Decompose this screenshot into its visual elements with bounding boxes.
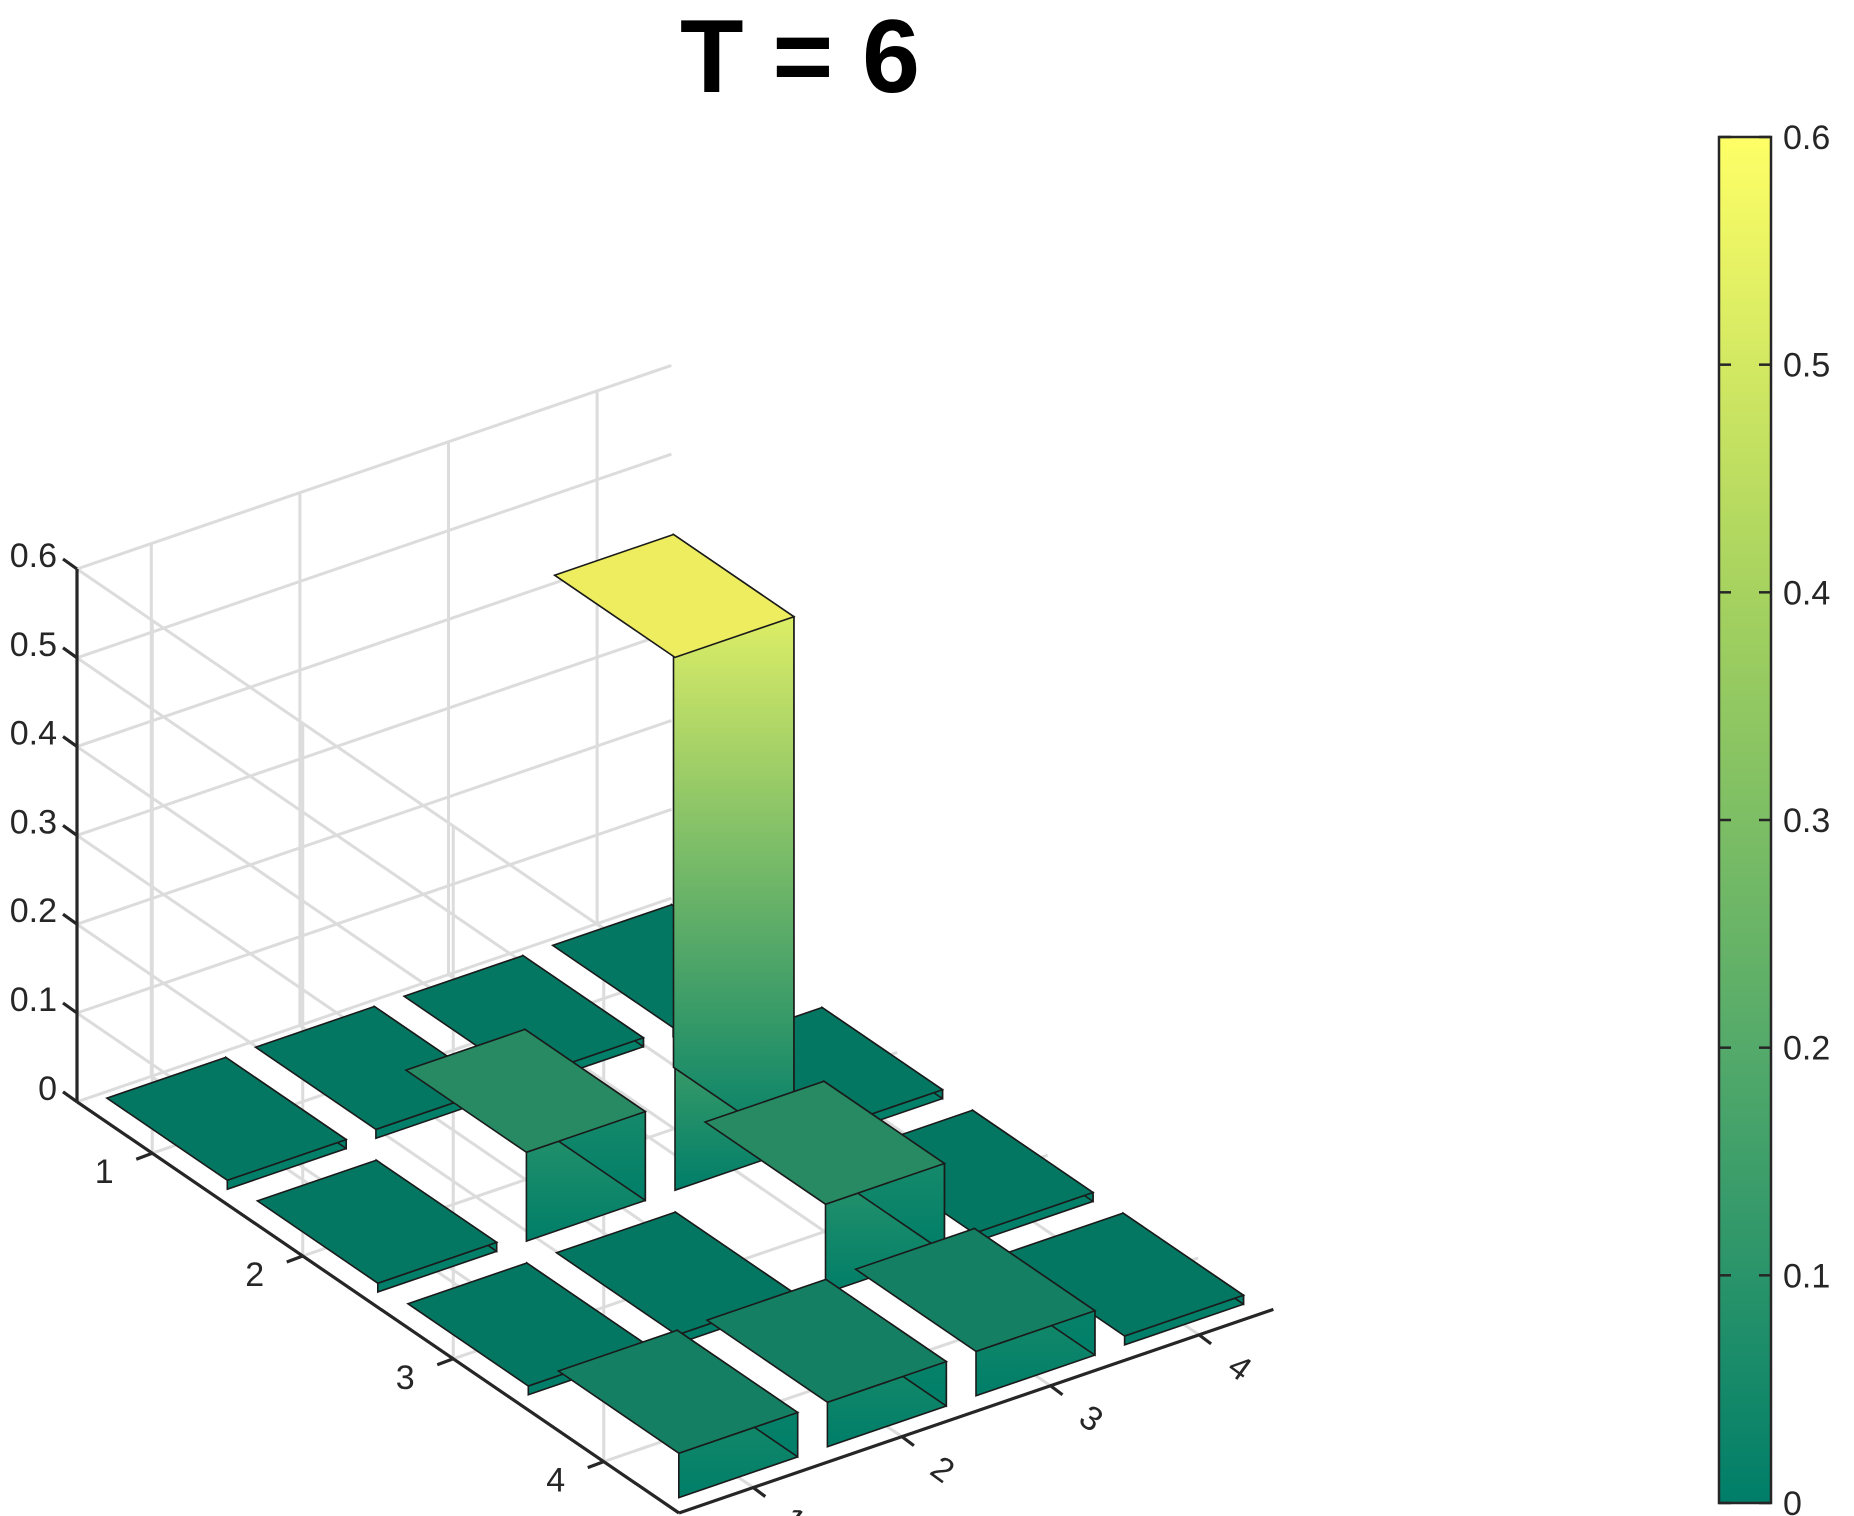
y-tick [286, 1254, 304, 1264]
y-tick [135, 1151, 153, 1161]
colorbar: 0 0.1 0.2 0.3 0.4 0.5 0.6 [1717, 119, 1830, 1516]
grid-line [76, 896, 672, 1104]
z-tick-label: 0.5 [10, 626, 57, 664]
y-tick [587, 1460, 605, 1470]
x-tick-label: 1 [775, 1500, 813, 1516]
bar-face-top [703, 1080, 947, 1206]
z-tick-label: 0.3 [10, 803, 57, 841]
tick-labels: 0 0.1 0.2 0.3 0.4 0.5 0.6 1 2 3 4 1 2 3 4 [10, 537, 1259, 1516]
z-tick-label: 0 [38, 1070, 57, 1108]
colorbar-tick-label: 0.3 [1783, 802, 1830, 840]
bar-face-top [105, 1056, 348, 1182]
x-tick [1198, 1333, 1213, 1346]
bar-face-top [853, 1227, 1097, 1353]
x-axis-line [678, 1307, 1274, 1515]
z-tick-label: 0.4 [10, 715, 57, 753]
bar-4-1 [556, 1328, 800, 1499]
colorbar-tick-label: 0.2 [1783, 1030, 1830, 1068]
bar-face-top [404, 1028, 648, 1154]
bar-face-top [556, 1329, 800, 1455]
grid-line [76, 719, 672, 926]
y-axis-line [76, 1100, 680, 1515]
grid-line [76, 567, 680, 982]
grid-line [76, 630, 672, 837]
bar-2-3 [552, 532, 796, 1192]
colorbar-tick-label: 0.1 [1783, 1257, 1830, 1295]
colorbar-tick-label: 0 [1783, 1485, 1802, 1516]
bar-3-4 [851, 1108, 1095, 1244]
x-tick [1049, 1384, 1064, 1397]
colorbar-tick-label: 0.6 [1783, 119, 1830, 157]
y-tick-label: 4 [546, 1462, 565, 1500]
colorbar-tick-label: 0.5 [1783, 347, 1830, 385]
y-tick [436, 1357, 454, 1367]
bar-2-2 [404, 1027, 648, 1243]
bar-4-2 [705, 1277, 949, 1448]
x-tick-label: 2 [924, 1449, 962, 1491]
z-tick [62, 735, 78, 748]
z-tick [62, 824, 78, 837]
colorbar-tick-label: 0.4 [1783, 574, 1830, 612]
grid-line [76, 452, 672, 660]
z-tick-label: 0.1 [10, 981, 57, 1019]
z-tick [62, 1001, 78, 1015]
bar-face-top [255, 1159, 499, 1285]
z-tick [62, 557, 78, 571]
x-tick-label: 4 [1221, 1347, 1259, 1389]
y-tick-label: 3 [396, 1359, 415, 1397]
z-tick [62, 646, 78, 660]
chart-title: T = 6 [680, 0, 920, 115]
bar-face-top [552, 533, 796, 659]
bar-1-1 [105, 1055, 348, 1191]
bar-4-3 [853, 1226, 1097, 1397]
x-tick-label: 3 [1072, 1398, 1110, 1440]
bars [105, 532, 1246, 1499]
z-tick-label: 0.6 [10, 537, 57, 575]
x-tick [752, 1486, 767, 1498]
z-tick [62, 912, 78, 926]
bar-4-4 [1002, 1211, 1246, 1347]
bar-face-top [705, 1278, 949, 1404]
z-tick-label: 0.2 [10, 892, 57, 930]
grid-line [76, 807, 672, 1015]
z-tick [62, 1090, 78, 1104]
x-tick [900, 1435, 915, 1447]
y-tick-label: 1 [95, 1153, 114, 1191]
bar-2-1 [255, 1158, 499, 1294]
grid-line [76, 363, 672, 571]
y-tick-label: 2 [245, 1256, 264, 1294]
bar-1-3 [402, 954, 646, 1089]
